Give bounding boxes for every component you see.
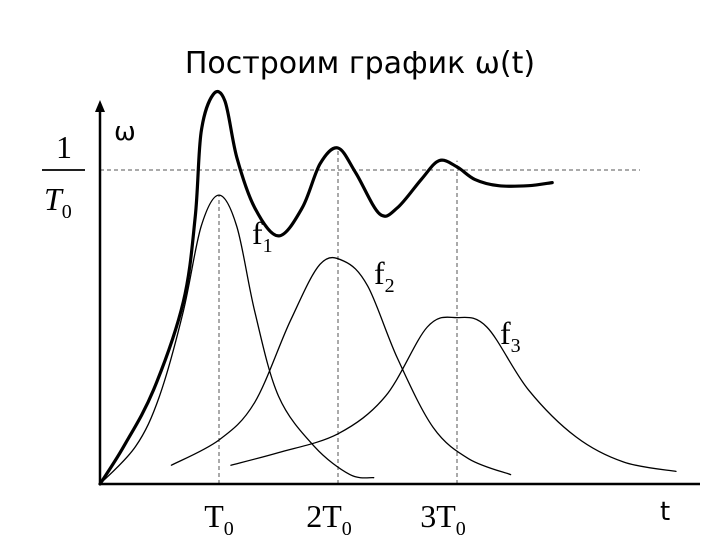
series-label-f1-base: f — [252, 215, 263, 251]
x-tick-label-1-base: T — [204, 498, 224, 534]
series-label-f2-base: f — [374, 255, 385, 291]
series-f2-curve — [170, 256, 512, 476]
series-label-f1: f1 — [252, 215, 273, 257]
x-tick-label-1-sub: 0 — [224, 518, 234, 540]
dashed-guides — [100, 148, 640, 484]
y-reference-denominator-sub: 0 — [62, 201, 72, 223]
y-axis-arrow — [95, 100, 105, 112]
x-tick-label-3-base: 3T — [420, 498, 456, 534]
x-tick-label-2-base: 2T — [306, 498, 342, 534]
series-labels: f1 f2 f3 — [252, 215, 521, 357]
y-axis-label: ω — [114, 117, 136, 147]
series-f1-curve — [99, 194, 375, 485]
chart-title: Построим график ω(t) — [184, 46, 536, 81]
x-tick-label-1: T0 — [204, 498, 234, 540]
y-reference-label: 1 T0 — [42, 129, 85, 223]
x-tick-label-3: 3T0 — [420, 498, 466, 540]
x-tick-label-2: 2T0 — [306, 498, 352, 540]
x-tick-label-2-sub: 0 — [342, 518, 352, 540]
curves — [98, 90, 677, 486]
series-label-f3-base: f — [500, 315, 511, 351]
x-axis-label: t — [660, 497, 670, 527]
series-f3-curve — [230, 316, 677, 473]
axes — [95, 100, 700, 486]
y-reference-denominator: T0 — [44, 181, 72, 223]
series-label-f2: f2 — [374, 255, 395, 297]
x-tick-labels: T0 2T0 3T0 — [204, 498, 466, 540]
series-label-f1-sub: 1 — [263, 235, 273, 257]
series-label-f2-sub: 2 — [385, 275, 395, 297]
y-reference-numerator: 1 — [56, 129, 72, 165]
series-omega-curve — [98, 90, 554, 486]
series-label-f3: f3 — [500, 315, 521, 357]
y-reference-denominator-base: T — [44, 181, 64, 217]
x-tick-label-3-sub: 0 — [456, 518, 466, 540]
series-label-f3-sub: 3 — [511, 335, 521, 357]
